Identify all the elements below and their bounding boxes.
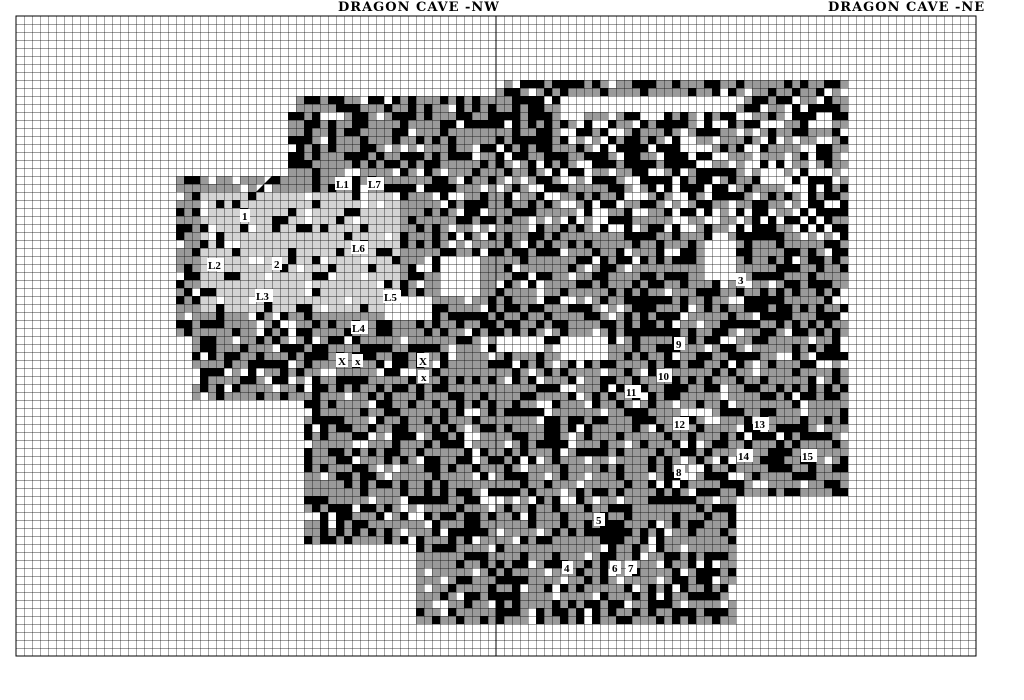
label-1: 1: [240, 209, 250, 223]
svg-text:9: 9: [676, 339, 682, 351]
svg-text:L2: L2: [208, 260, 221, 272]
labels-layer: 1 2 3 4 5 6 7 8 9 10 11 12 13 14 15 L1 L…: [207, 177, 817, 575]
grid-sheet-ne: [495, 15, 977, 657]
svg-text:L1: L1: [336, 179, 349, 191]
svg-text:1: 1: [242, 211, 248, 223]
label-12: 12: [673, 417, 689, 431]
svg-text:L5: L5: [384, 292, 397, 304]
label-4: 4: [562, 561, 573, 575]
svg-text:8: 8: [676, 467, 682, 479]
label-2: 2: [272, 257, 282, 271]
svg-text:x: x: [421, 372, 427, 384]
svg-text:L4: L4: [352, 323, 365, 335]
svg-text:13: 13: [754, 419, 766, 431]
label-L4: L4: [351, 321, 368, 335]
label-L1: L1: [335, 177, 352, 191]
title-ne: DRAGON CAVE -NE: [828, 0, 985, 15]
title-nw: DRAGON CAVE -NW: [338, 0, 500, 15]
label-X-west: X: [336, 353, 348, 368]
svg-text:12: 12: [674, 419, 686, 431]
svg-text:3: 3: [738, 275, 744, 287]
label-14: 14: [737, 449, 753, 463]
svg-text:X: X: [338, 356, 346, 368]
label-X-east: X: [417, 353, 429, 368]
svg-text:2: 2: [274, 259, 280, 271]
svg-text:L7: L7: [368, 179, 381, 191]
label-9: 9: [674, 337, 685, 351]
label-10: 10: [657, 369, 672, 383]
svg-text:6: 6: [612, 563, 618, 575]
label-5: 5: [594, 513, 605, 527]
label-L5: L5: [383, 290, 401, 304]
label-L2: L2: [207, 258, 224, 272]
svg-text:4: 4: [564, 563, 570, 575]
svg-text:x: x: [355, 356, 361, 368]
label-L3: L3: [255, 289, 273, 303]
label-x-east: x: [418, 370, 429, 384]
label-L6: L6: [351, 241, 368, 255]
grid-sheet-nw: [15, 15, 497, 657]
label-3: 3: [736, 273, 746, 287]
svg-text:5: 5: [596, 515, 602, 527]
label-13: 13: [753, 417, 769, 431]
svg-text:11: 11: [626, 387, 636, 399]
label-6: 6: [610, 561, 621, 575]
svg-text:X: X: [419, 356, 427, 368]
label-L7: L7: [367, 177, 384, 191]
svg-text:14: 14: [738, 451, 750, 463]
svg-text:7: 7: [628, 563, 634, 575]
svg-text:L6: L6: [352, 243, 365, 255]
svg-text:15: 15: [802, 451, 814, 463]
svg-text:10: 10: [658, 371, 670, 383]
svg-text:L3: L3: [256, 291, 269, 303]
label-15: 15: [801, 449, 817, 463]
label-7: 7: [626, 561, 637, 575]
label-8: 8: [674, 465, 685, 479]
label-x-west: x: [352, 354, 363, 368]
label-11: 11: [625, 385, 641, 399]
